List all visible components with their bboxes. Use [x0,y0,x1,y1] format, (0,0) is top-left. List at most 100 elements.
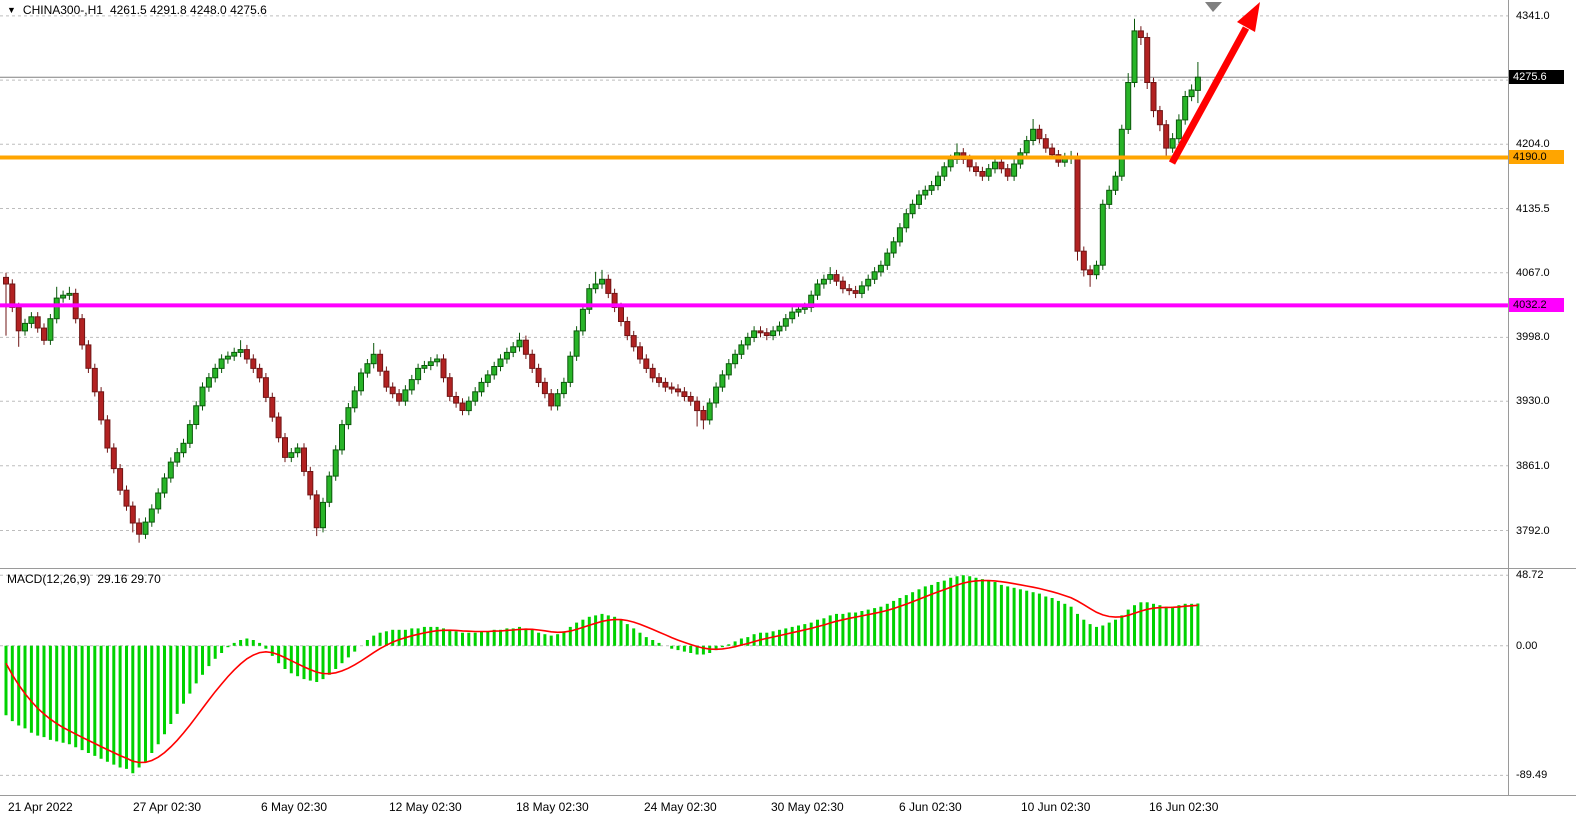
candle-down [269,396,276,418]
hline-price-badge: 4032.2 [1509,298,1564,312]
candle-up [928,185,935,191]
candle-up [985,168,992,177]
candle-up [161,477,168,494]
candle-down [966,158,973,168]
candle-up [516,339,523,348]
candle-up [1118,128,1125,177]
candle-down [117,468,124,491]
candle-down [250,358,257,369]
time-axis-label: 30 May 02:30 [771,800,844,814]
price-axis-label: 4067.0 [1516,267,1550,279]
candle-up [66,292,73,296]
candle-up [174,452,181,463]
candle-down [446,377,453,397]
candle-down [79,318,86,346]
candle-up [491,366,498,376]
candle-up [1182,96,1189,121]
candle-up [60,294,67,299]
time-axis-label: 24 May 02:30 [644,800,717,814]
candle-down [123,489,130,507]
candle-down [522,339,529,355]
time-axis-label: 10 Jun 02:30 [1021,800,1091,814]
candle-down [389,386,396,395]
candle-down [91,367,98,393]
candle-down [618,306,624,322]
candle-up [916,194,922,205]
candle-down [681,391,688,397]
candle-up [408,379,415,391]
candle-down [624,321,631,337]
candle-up [478,381,485,393]
candle-up [738,344,745,355]
price-axis-label: 3930.0 [1516,395,1550,407]
candle-up [231,351,238,357]
candle-up [890,241,897,254]
candle-up [744,336,751,346]
collapse-triangle-icon[interactable]: ▼ [7,5,16,15]
macd-axis-label: 0.00 [1516,640,1538,652]
candle-down [41,327,47,341]
candle-up [294,447,301,454]
ohlc-values: 4261.5 4291.8 4248.0 4275.6 [109,3,267,17]
price-axis-label: 3792.0 [1516,525,1550,537]
candle-down [656,377,662,383]
candle-down [34,316,41,329]
candle-up [212,367,219,379]
candle-up [288,452,295,458]
macd-values: 29.16 29.70 [97,572,161,586]
chart-macd-separator[interactable] [0,568,1576,569]
candle-down [649,367,656,379]
candle-up [814,283,821,296]
candle-up [1125,82,1132,130]
candle-up [345,407,352,426]
candle-up [237,349,244,353]
macd-indicator-label: MACD(12,26,9) [7,572,91,586]
candle-up [358,372,364,392]
candle-up [472,391,479,402]
candle-down [998,161,1005,170]
candle-up [725,363,732,376]
price-axis-label: 3861.0 [1516,460,1550,472]
candle-up [484,374,491,383]
candle-down [1049,147,1056,156]
candle-down [275,416,282,439]
macd-axis-label: 48.72 [1516,569,1544,581]
chart-shift-marker-icon[interactable] [1205,2,1222,12]
time-axis-label: 12 May 02:30 [389,800,462,814]
candle-down [243,349,250,360]
candle-up [1194,76,1201,91]
candle-up [1175,119,1182,140]
candle-up [732,353,739,365]
candle-up [801,306,808,310]
candle-down [459,402,466,411]
candle-down [694,400,701,412]
candle-down [541,381,548,395]
candle-up [592,283,599,290]
candle-up [865,278,872,287]
candle-down [605,278,612,294]
candle-up [47,318,54,341]
candle-down [979,171,986,177]
candle-up [941,166,948,177]
price-axis-label: 4204.0 [1516,138,1550,150]
candle-down [757,330,764,334]
candle-up [935,175,941,187]
candle-up [719,374,726,388]
price-axis-separator [1508,0,1509,795]
macd-indicator-canvas[interactable] [0,569,1508,795]
candle-up [776,325,783,332]
time-axis-label: 6 Jun 02:30 [899,800,962,814]
candle-up [205,377,212,388]
candle-down [104,419,111,449]
trend-arrow-head[interactable] [1237,2,1260,32]
candle-up [560,381,567,395]
candle-up [751,330,758,338]
candle-down [1150,82,1157,112]
candle-up [770,330,777,337]
candle-up [22,322,28,332]
candle-down [643,358,650,369]
candle-up [586,288,593,310]
trend-arrow-shaft[interactable] [1168,26,1250,165]
candle-down [668,386,675,390]
candlestick-chart-canvas[interactable] [0,0,1508,568]
